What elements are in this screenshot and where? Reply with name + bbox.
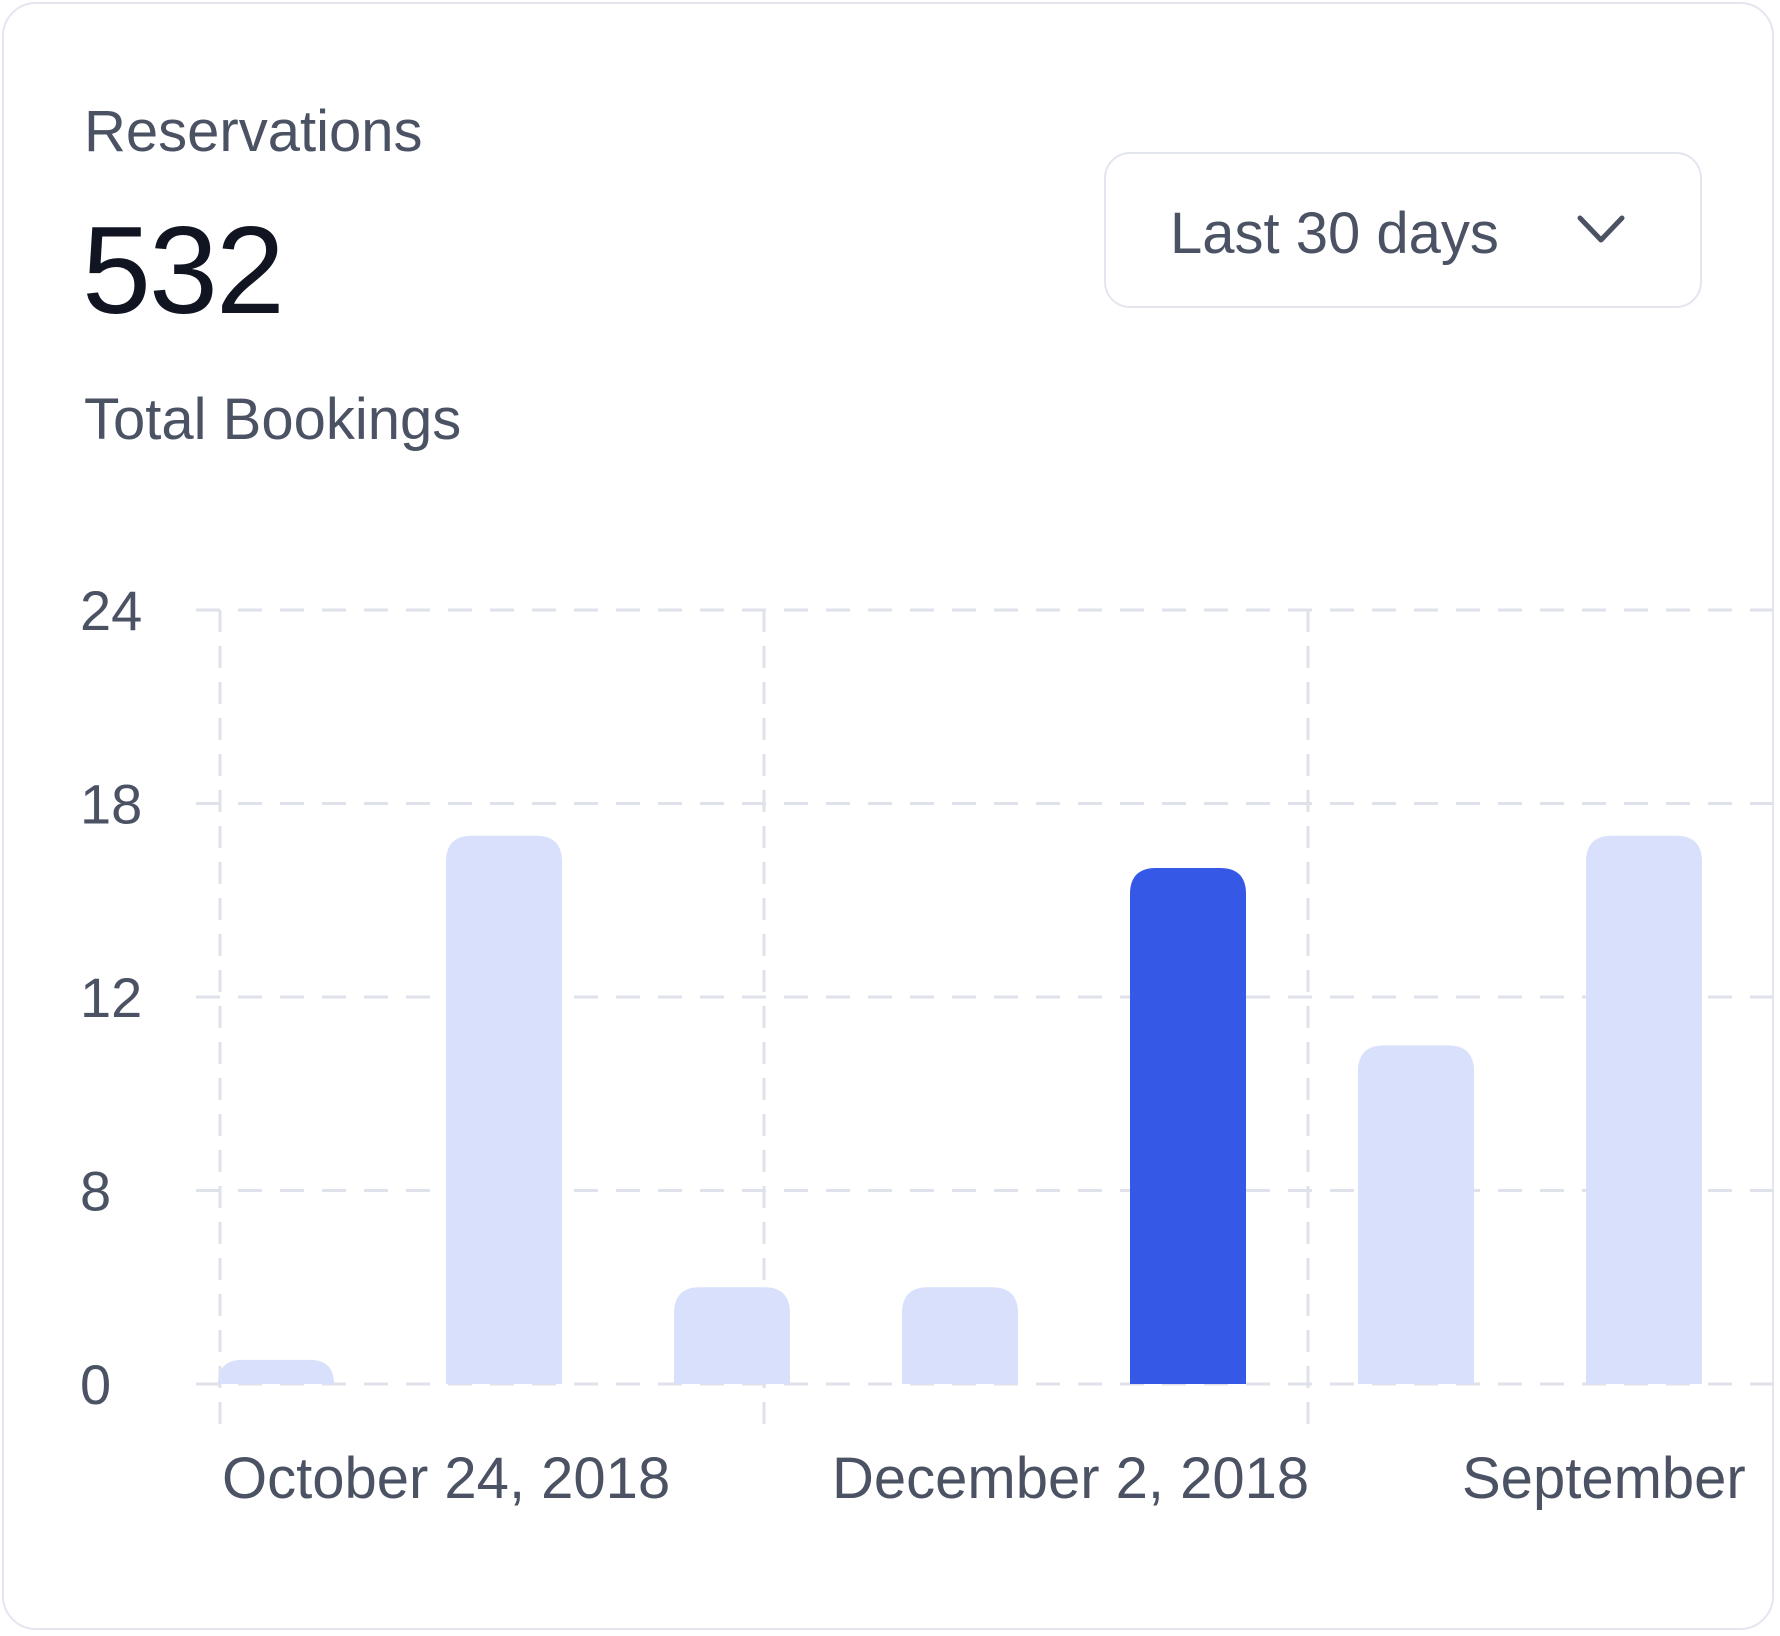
y-tick-label: 0: [80, 1353, 111, 1416]
y-tick-label: 24: [80, 579, 142, 642]
card-subtitle: Total Bookings: [84, 387, 462, 452]
x-tick-label: October 24, 2018: [222, 1446, 670, 1511]
bar: [1358, 1045, 1474, 1384]
y-tick-label: 18: [80, 773, 142, 836]
period-dropdown[interactable]: Last 30 days: [1104, 152, 1702, 308]
chevron-down-icon: [1577, 215, 1625, 243]
bar: [218, 1359, 334, 1384]
bar: [446, 835, 562, 1384]
y-tick-label: 8: [80, 1160, 111, 1223]
y-tick-label: 12: [80, 966, 142, 1029]
card-title: Reservations: [84, 99, 423, 164]
bar: [902, 1287, 1018, 1384]
bar: [674, 1287, 790, 1384]
bar: [1586, 835, 1702, 1384]
x-tick-label: December 2, 2018: [832, 1446, 1309, 1511]
x-tick-label: September: [1462, 1446, 1746, 1511]
bar: [1130, 868, 1246, 1384]
total-value: 532: [82, 202, 285, 340]
period-dropdown-label: Last 30 days: [1170, 201, 1499, 266]
